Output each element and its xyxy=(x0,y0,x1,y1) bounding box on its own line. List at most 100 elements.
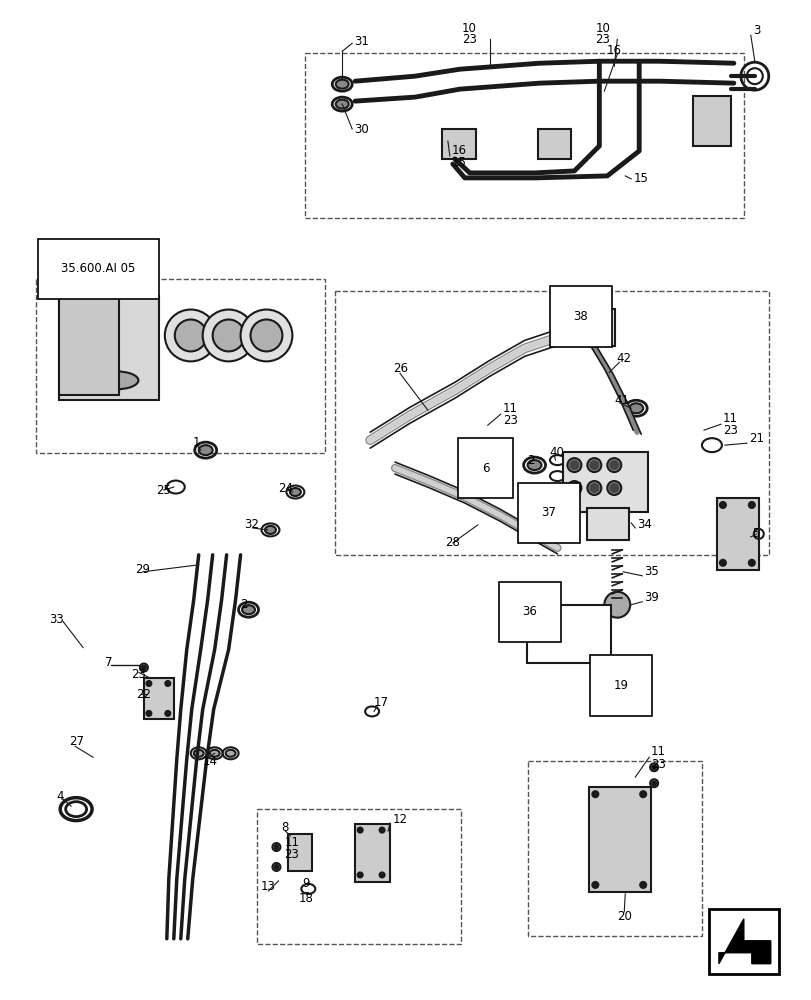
Text: 4: 4 xyxy=(56,790,63,803)
Text: 15: 15 xyxy=(633,172,647,185)
Bar xyxy=(526,605,611,663)
Text: 11: 11 xyxy=(502,402,517,415)
Text: 15: 15 xyxy=(451,156,466,169)
Text: 35: 35 xyxy=(643,565,658,578)
Ellipse shape xyxy=(264,526,276,534)
Ellipse shape xyxy=(335,80,348,89)
Text: 16: 16 xyxy=(606,44,620,57)
Text: 38: 38 xyxy=(573,310,587,323)
Bar xyxy=(567,309,615,346)
Bar xyxy=(716,498,757,570)
Text: 10: 10 xyxy=(594,22,610,35)
Bar xyxy=(144,678,174,719)
Circle shape xyxy=(379,828,384,833)
Circle shape xyxy=(357,828,363,833)
Ellipse shape xyxy=(629,403,642,413)
Text: 5: 5 xyxy=(751,527,758,540)
Text: 10: 10 xyxy=(461,22,476,35)
Text: 2: 2 xyxy=(527,454,534,467)
Text: 23: 23 xyxy=(650,758,665,771)
Circle shape xyxy=(592,882,598,888)
Circle shape xyxy=(639,882,646,888)
Bar xyxy=(708,909,778,974)
Bar xyxy=(692,96,730,146)
Text: 37: 37 xyxy=(541,506,556,519)
Circle shape xyxy=(274,845,278,849)
Text: 8: 8 xyxy=(281,821,289,834)
Text: 11: 11 xyxy=(284,836,299,849)
Text: 27: 27 xyxy=(69,735,84,748)
Circle shape xyxy=(274,865,278,869)
Circle shape xyxy=(610,484,617,492)
Ellipse shape xyxy=(199,445,212,455)
Text: 9: 9 xyxy=(302,877,310,890)
Circle shape xyxy=(379,872,384,877)
Text: 40: 40 xyxy=(549,446,564,459)
Circle shape xyxy=(603,592,629,618)
Circle shape xyxy=(165,681,170,686)
Text: 23: 23 xyxy=(284,848,299,861)
Text: 33: 33 xyxy=(49,613,64,626)
Text: 1: 1 xyxy=(192,436,200,449)
Bar xyxy=(305,53,743,218)
Circle shape xyxy=(610,461,617,469)
Bar xyxy=(335,291,768,555)
Circle shape xyxy=(651,765,655,769)
Ellipse shape xyxy=(225,750,235,757)
Text: 3: 3 xyxy=(752,24,759,37)
Bar xyxy=(537,129,571,159)
Text: 14: 14 xyxy=(203,755,217,768)
Circle shape xyxy=(719,502,725,508)
Text: 19: 19 xyxy=(612,679,628,692)
Text: 35.600.AI 05: 35.600.AI 05 xyxy=(61,262,135,275)
Text: 23: 23 xyxy=(722,424,737,437)
Text: 29: 29 xyxy=(135,563,150,576)
Text: 20: 20 xyxy=(616,910,632,923)
Circle shape xyxy=(719,560,725,566)
Text: 32: 32 xyxy=(244,518,259,531)
Text: 21: 21 xyxy=(748,432,763,445)
Ellipse shape xyxy=(212,320,244,351)
Bar xyxy=(59,296,159,400)
Text: 26: 26 xyxy=(393,362,408,375)
Text: 2: 2 xyxy=(240,598,248,611)
Circle shape xyxy=(570,484,577,492)
Text: 17: 17 xyxy=(374,696,388,709)
Text: 30: 30 xyxy=(354,123,368,136)
Circle shape xyxy=(146,681,151,686)
Text: 23: 23 xyxy=(594,33,610,46)
Text: 11: 11 xyxy=(722,412,737,425)
Circle shape xyxy=(357,872,363,877)
Ellipse shape xyxy=(527,460,541,470)
Polygon shape xyxy=(718,919,770,964)
Ellipse shape xyxy=(174,320,207,351)
Text: 18: 18 xyxy=(298,892,313,905)
Circle shape xyxy=(590,484,598,492)
Text: 11: 11 xyxy=(650,745,665,758)
Bar xyxy=(256,809,461,944)
Ellipse shape xyxy=(251,320,282,351)
Ellipse shape xyxy=(194,750,204,757)
Text: 16: 16 xyxy=(451,144,466,157)
Circle shape xyxy=(165,711,170,716)
Text: 25: 25 xyxy=(156,484,170,497)
Text: 36: 36 xyxy=(522,605,537,618)
Text: 31: 31 xyxy=(354,35,368,48)
Bar xyxy=(563,452,647,512)
Circle shape xyxy=(586,481,601,495)
Text: 6: 6 xyxy=(481,462,489,475)
Text: 39: 39 xyxy=(643,591,659,604)
Text: 34: 34 xyxy=(637,518,651,531)
Circle shape xyxy=(567,458,581,472)
Circle shape xyxy=(142,666,146,670)
Bar xyxy=(589,787,650,892)
Text: 23: 23 xyxy=(502,414,517,427)
Bar xyxy=(586,508,629,540)
Ellipse shape xyxy=(165,310,217,361)
Circle shape xyxy=(748,560,754,566)
Text: 23: 23 xyxy=(131,668,146,681)
Ellipse shape xyxy=(487,456,505,469)
Ellipse shape xyxy=(93,371,138,389)
Text: 42: 42 xyxy=(616,352,630,365)
Ellipse shape xyxy=(290,488,301,496)
